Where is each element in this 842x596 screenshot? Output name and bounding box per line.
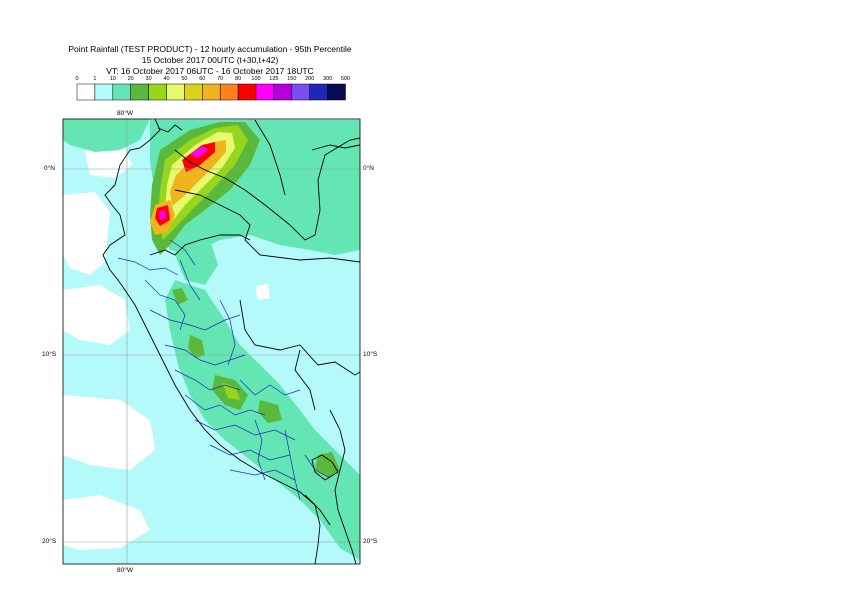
legend-tick-label: 200 <box>305 76 314 82</box>
legend-tick-label: 500 <box>341 76 350 82</box>
dry-ocean-patches <box>63 148 270 550</box>
lat-label-left-0: 0°N <box>44 165 55 172</box>
legend-tick-label: 20 <box>128 76 134 82</box>
legend-tick-label: 1 <box>93 76 96 82</box>
legend-tick-label: 60 <box>199 76 205 82</box>
legend-tick-label: 30 <box>146 76 152 82</box>
legend-tick-label: 100 <box>251 76 260 82</box>
legend-swatch <box>327 83 346 101</box>
title-line-2: 15 October 2017 00UTC (t+30,t+42) <box>141 55 279 65</box>
color-legend: 0 1 10 20 30 40 50 60 70 80 100 125 150 200 300 500 <box>75 76 350 101</box>
legend-tick-label: 0 <box>75 76 78 82</box>
coastline-borders <box>102 119 360 564</box>
magenta-core <box>159 146 208 220</box>
map-content <box>63 119 360 564</box>
lat-label-right-0: 0°N <box>363 165 374 172</box>
legend-tick-label: 40 <box>163 76 169 82</box>
lat-label-right-20: 20°S <box>363 538 378 545</box>
lat-label-left-20: 20°S <box>42 538 57 545</box>
lat-label-left-10: 10°S <box>42 351 57 358</box>
map-frame <box>62 118 361 565</box>
legend-tick-label: 125 <box>269 76 278 82</box>
admin-boundaries <box>117 239 331 501</box>
title-line-1: Point Rainfall (TEST PRODUCT) - 12 hourl… <box>68 44 352 54</box>
legend-tick-label: 70 <box>217 76 223 82</box>
legend-tick-label: 300 <box>323 76 332 82</box>
lat-label-right-10: 10°S <box>363 351 378 358</box>
legend-tick-label: 50 <box>181 76 187 82</box>
legend-tick-label: 150 <box>287 76 296 82</box>
lon-label-top: 80°W <box>117 110 133 117</box>
lon-label-bottom: 80°W <box>117 567 133 574</box>
legend-tick-label: 10 <box>110 76 116 82</box>
title-line-3: VT: 16 October 2017 06UTC - 16 October 2… <box>106 66 314 76</box>
graticule-lines <box>63 119 360 564</box>
legend-tick-label: 80 <box>235 76 241 82</box>
